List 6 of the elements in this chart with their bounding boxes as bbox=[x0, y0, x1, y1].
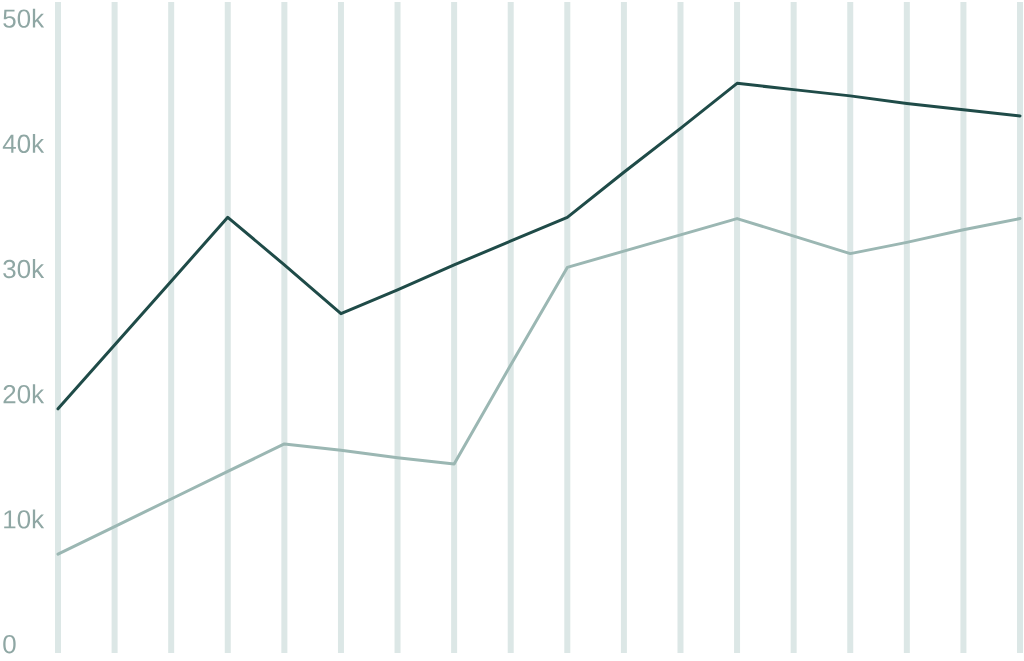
y-tick-label: 0 bbox=[3, 635, 16, 654]
y-tick-label: 40k bbox=[2, 133, 45, 153]
y-tick-label: 50k bbox=[3, 8, 45, 28]
y-tick-label: 30k bbox=[3, 259, 45, 279]
y-tick-label: 10k bbox=[4, 509, 45, 529]
y-tick-label: 20k bbox=[3, 384, 45, 404]
